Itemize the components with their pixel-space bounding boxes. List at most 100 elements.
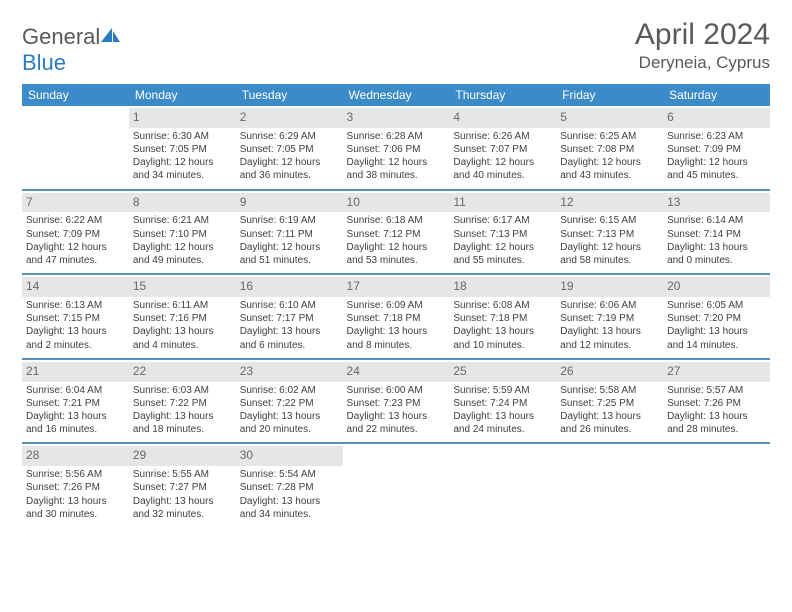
sunset-text: Sunset: 7:15 PM	[26, 312, 125, 325]
calendar-week-row: 21Sunrise: 6:04 AMSunset: 7:21 PMDayligh…	[22, 359, 770, 444]
day-number: 15	[129, 277, 236, 297]
daylight-text: and 18 minutes.	[133, 423, 232, 436]
daylight-text: and 38 minutes.	[347, 169, 446, 182]
calendar-day-cell: 7Sunrise: 6:22 AMSunset: 7:09 PMDaylight…	[22, 190, 129, 275]
sunset-text: Sunset: 7:16 PM	[133, 312, 232, 325]
sunset-text: Sunset: 7:05 PM	[133, 143, 232, 156]
weekday-header: Thursday	[449, 84, 556, 106]
day-number: 7	[22, 193, 129, 213]
daylight-text: Daylight: 12 hours	[26, 241, 125, 254]
sunset-text: Sunset: 7:13 PM	[560, 228, 659, 241]
daylight-text: and 0 minutes.	[667, 254, 766, 267]
daylight-text: Daylight: 13 hours	[240, 325, 339, 338]
sunset-text: Sunset: 7:17 PM	[240, 312, 339, 325]
daylight-text: Daylight: 12 hours	[133, 156, 232, 169]
daylight-text: Daylight: 12 hours	[667, 156, 766, 169]
weekday-header: Monday	[129, 84, 236, 106]
sunset-text: Sunset: 7:11 PM	[240, 228, 339, 241]
logo-text-2: Blue	[22, 50, 66, 75]
daylight-text: Daylight: 13 hours	[240, 410, 339, 423]
sunset-text: Sunset: 7:21 PM	[26, 397, 125, 410]
calendar-day-cell: 30Sunrise: 5:54 AMSunset: 7:28 PMDayligh…	[236, 443, 343, 527]
sunrise-text: Sunrise: 6:23 AM	[667, 130, 766, 143]
daylight-text: Daylight: 12 hours	[133, 241, 232, 254]
calendar-day-cell: .	[22, 106, 129, 190]
sunrise-text: Sunrise: 6:28 AM	[347, 130, 446, 143]
daylight-text: Daylight: 13 hours	[453, 325, 552, 338]
sunrise-text: Sunrise: 6:15 AM	[560, 214, 659, 227]
calendar-day-cell: 26Sunrise: 5:58 AMSunset: 7:25 PMDayligh…	[556, 359, 663, 444]
daylight-text: and 34 minutes.	[133, 169, 232, 182]
sunrise-text: Sunrise: 6:30 AM	[133, 130, 232, 143]
sunset-text: Sunset: 7:09 PM	[26, 228, 125, 241]
logo-text-1: General	[22, 24, 100, 49]
daylight-text: Daylight: 13 hours	[667, 325, 766, 338]
calendar-day-cell: 5Sunrise: 6:25 AMSunset: 7:08 PMDaylight…	[556, 106, 663, 190]
daylight-text: and 53 minutes.	[347, 254, 446, 267]
sunrise-text: Sunrise: 6:03 AM	[133, 384, 232, 397]
sunrise-text: Sunrise: 6:13 AM	[26, 299, 125, 312]
sunset-text: Sunset: 7:14 PM	[667, 228, 766, 241]
weekday-header: Saturday	[663, 84, 770, 106]
calendar-week-row: .1Sunrise: 6:30 AMSunset: 7:05 PMDayligh…	[22, 106, 770, 190]
calendar-week-row: 28Sunrise: 5:56 AMSunset: 7:26 PMDayligh…	[22, 443, 770, 527]
calendar-day-cell: 10Sunrise: 6:18 AMSunset: 7:12 PMDayligh…	[343, 190, 450, 275]
day-number: 17	[343, 277, 450, 297]
sunrise-text: Sunrise: 6:10 AM	[240, 299, 339, 312]
logo-text: General Blue	[22, 24, 122, 76]
daylight-text: Daylight: 12 hours	[560, 156, 659, 169]
calendar-table: Sunday Monday Tuesday Wednesday Thursday…	[22, 84, 770, 527]
daylight-text: Daylight: 13 hours	[667, 410, 766, 423]
daylight-text: Daylight: 13 hours	[26, 325, 125, 338]
calendar-day-cell: 27Sunrise: 5:57 AMSunset: 7:26 PMDayligh…	[663, 359, 770, 444]
calendar-day-cell: 18Sunrise: 6:08 AMSunset: 7:18 PMDayligh…	[449, 274, 556, 359]
calendar-day-cell: 9Sunrise: 6:19 AMSunset: 7:11 PMDaylight…	[236, 190, 343, 275]
daylight-text: and 6 minutes.	[240, 339, 339, 352]
sunset-text: Sunset: 7:05 PM	[240, 143, 339, 156]
daylight-text: Daylight: 12 hours	[560, 241, 659, 254]
sunset-text: Sunset: 7:08 PM	[560, 143, 659, 156]
sunrise-text: Sunrise: 6:18 AM	[347, 214, 446, 227]
calendar-day-cell: 23Sunrise: 6:02 AMSunset: 7:22 PMDayligh…	[236, 359, 343, 444]
day-number: 26	[556, 362, 663, 382]
sunrise-text: Sunrise: 6:26 AM	[453, 130, 552, 143]
day-number: 28	[22, 446, 129, 466]
daylight-text: and 10 minutes.	[453, 339, 552, 352]
daylight-text: Daylight: 12 hours	[347, 156, 446, 169]
daylight-text: and 28 minutes.	[667, 423, 766, 436]
day-number: 21	[22, 362, 129, 382]
daylight-text: Daylight: 13 hours	[560, 325, 659, 338]
title-block: April 2024 Deryneia, Cyprus	[635, 18, 770, 73]
calendar-day-cell: 11Sunrise: 6:17 AMSunset: 7:13 PMDayligh…	[449, 190, 556, 275]
daylight-text: Daylight: 13 hours	[560, 410, 659, 423]
day-number: 30	[236, 446, 343, 466]
day-number: 29	[129, 446, 236, 466]
sunrise-text: Sunrise: 6:02 AM	[240, 384, 339, 397]
day-number: 18	[449, 277, 556, 297]
day-number: 8	[129, 193, 236, 213]
calendar-week-row: 14Sunrise: 6:13 AMSunset: 7:15 PMDayligh…	[22, 274, 770, 359]
daylight-text: and 26 minutes.	[560, 423, 659, 436]
day-number: 16	[236, 277, 343, 297]
calendar-day-cell: 6Sunrise: 6:23 AMSunset: 7:09 PMDaylight…	[663, 106, 770, 190]
calendar-day-cell: .	[663, 443, 770, 527]
daylight-text: and 43 minutes.	[560, 169, 659, 182]
sunset-text: Sunset: 7:24 PM	[453, 397, 552, 410]
calendar-day-cell: 8Sunrise: 6:21 AMSunset: 7:10 PMDaylight…	[129, 190, 236, 275]
logo: General Blue	[22, 24, 122, 76]
daylight-text: Daylight: 13 hours	[453, 410, 552, 423]
sunrise-text: Sunrise: 5:54 AM	[240, 468, 339, 481]
calendar-day-cell: 29Sunrise: 5:55 AMSunset: 7:27 PMDayligh…	[129, 443, 236, 527]
sunset-text: Sunset: 7:22 PM	[240, 397, 339, 410]
daylight-text: and 24 minutes.	[453, 423, 552, 436]
sunset-text: Sunset: 7:13 PM	[453, 228, 552, 241]
day-number: 27	[663, 362, 770, 382]
sunset-text: Sunset: 7:06 PM	[347, 143, 446, 156]
day-number: 25	[449, 362, 556, 382]
sunrise-text: Sunrise: 6:14 AM	[667, 214, 766, 227]
daylight-text: and 8 minutes.	[347, 339, 446, 352]
sunset-text: Sunset: 7:12 PM	[347, 228, 446, 241]
day-number: 14	[22, 277, 129, 297]
daylight-text: Daylight: 13 hours	[133, 495, 232, 508]
sunrise-text: Sunrise: 6:29 AM	[240, 130, 339, 143]
